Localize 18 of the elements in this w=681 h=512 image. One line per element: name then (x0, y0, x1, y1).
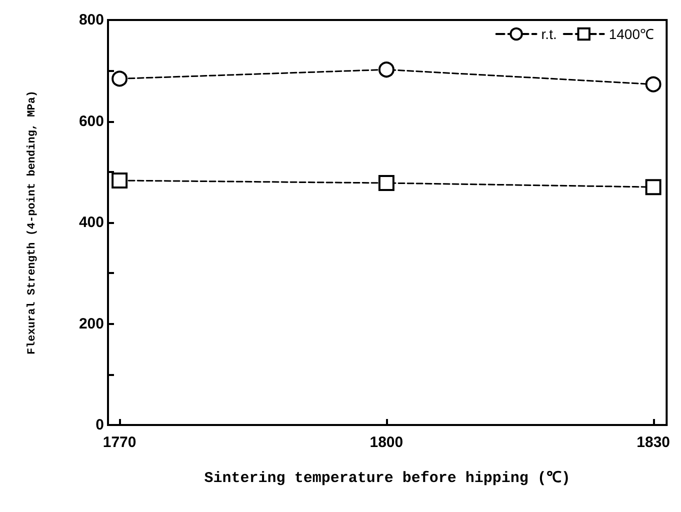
x-tick-label: 1830 (636, 434, 670, 451)
point (112, 172, 128, 188)
y-tick-label: 400 (78, 214, 104, 231)
x-tick-label: 1800 (370, 434, 404, 451)
y-tick-label: 200 (78, 315, 104, 332)
point (645, 179, 662, 196)
y-tick-label: 600 (78, 112, 104, 130)
x-axis-title: Sintering temperature before hipping (℃) (204, 470, 570, 487)
legend-label: 1400℃ (608, 26, 654, 42)
y-tick-label: 800 (78, 12, 104, 28)
x-tick-label: 1770 (102, 434, 136, 451)
legend-label: r.t. (541, 26, 557, 42)
y-axis-title: Flexural Strength (4-point bending, MPa) (26, 90, 38, 355)
point (378, 62, 394, 78)
point (645, 76, 662, 92)
point (378, 175, 394, 192)
point (112, 70, 128, 87)
y-tick-label: 0 (96, 416, 104, 434)
